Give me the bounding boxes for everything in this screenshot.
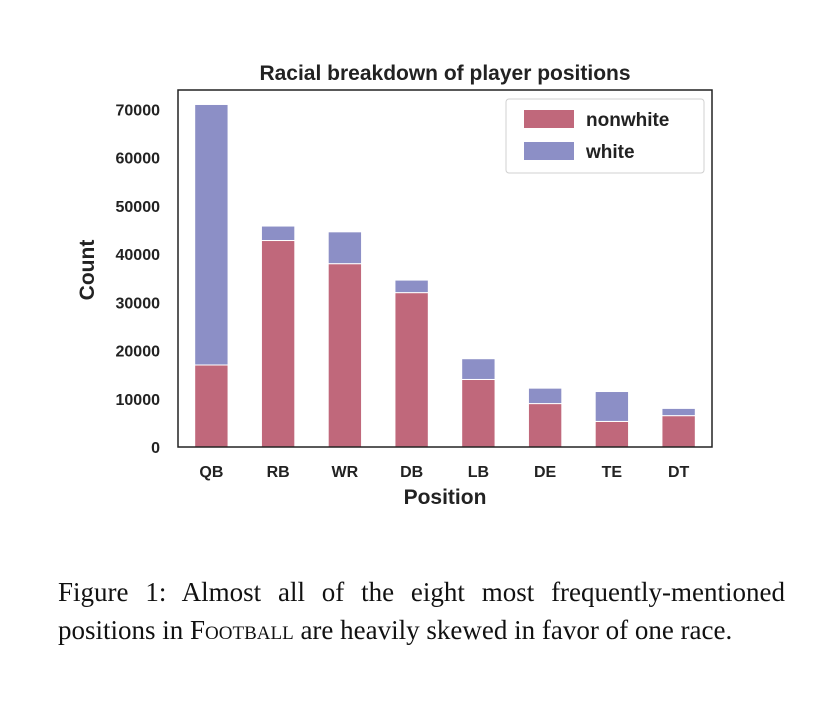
y-tick-label: 50000 [116, 199, 161, 216]
bar-nonwhite-de [527, 403, 563, 448]
legend-swatch-white [524, 142, 574, 160]
y-tick-label: 70000 [116, 102, 161, 119]
x-tick-label: WR [332, 464, 359, 481]
bar-white-qb [194, 103, 229, 366]
bar-nonwhite-dt [661, 415, 696, 448]
chart-title: Racial breakdown of player positions [259, 62, 630, 85]
x-tick-label: RB [267, 464, 290, 481]
bar-white-rb [260, 225, 296, 242]
legend-swatch-nonwhite [524, 110, 574, 128]
y-axis-label: Count [76, 240, 99, 301]
figure-caption: Figure 1: Almost all of the eight most f… [58, 573, 785, 649]
plot-area: QB RB WR DB LB DE TE DT 0 10000 20000 30000 40000 500… [116, 89, 713, 481]
x-tick-label: DB [400, 464, 423, 481]
caption-text-end: are heavily skewed in favor of one race. [293, 615, 733, 645]
stacked-bar-chart: Racial breakdown of player positions QB R… [76, 62, 713, 509]
bar-nonwhite-rb [260, 240, 296, 448]
bar-white-wr [327, 231, 363, 265]
legend-label-nonwhite: nonwhite [586, 110, 669, 131]
bar-nonwhite-lb [461, 378, 496, 448]
caption-dataset-name: Football [190, 615, 294, 645]
y-tick-label: 10000 [116, 392, 161, 409]
bar-white-lb [461, 358, 496, 380]
legend-label-white: white [585, 142, 635, 163]
x-tick-label: LB [468, 464, 489, 481]
x-tick-label: QB [199, 464, 223, 481]
y-tick-label: 40000 [116, 247, 161, 264]
y-tick-label: 60000 [116, 151, 161, 168]
y-tick-label: 30000 [116, 295, 161, 312]
y-tick-label: 20000 [116, 344, 161, 361]
bar-nonwhite-wr [327, 263, 363, 448]
y-tick-label: 0 [151, 440, 160, 457]
x-tick-label: DE [534, 464, 557, 481]
bar-white-te [594, 391, 630, 422]
x-tick-label: TE [602, 464, 623, 481]
caption-text: Figure 1: Almost all of the eight most f… [58, 577, 785, 645]
bar-white-de [527, 387, 563, 405]
bar-white-db [394, 279, 429, 294]
x-tick-label: DT [668, 464, 690, 481]
bar-white-dt [661, 407, 696, 417]
bar-nonwhite-qb [194, 364, 229, 448]
bar-nonwhite-te [594, 420, 630, 448]
x-axis-label: Position [404, 486, 487, 509]
plot-frame [177, 89, 713, 448]
bar-nonwhite-db [394, 292, 429, 448]
